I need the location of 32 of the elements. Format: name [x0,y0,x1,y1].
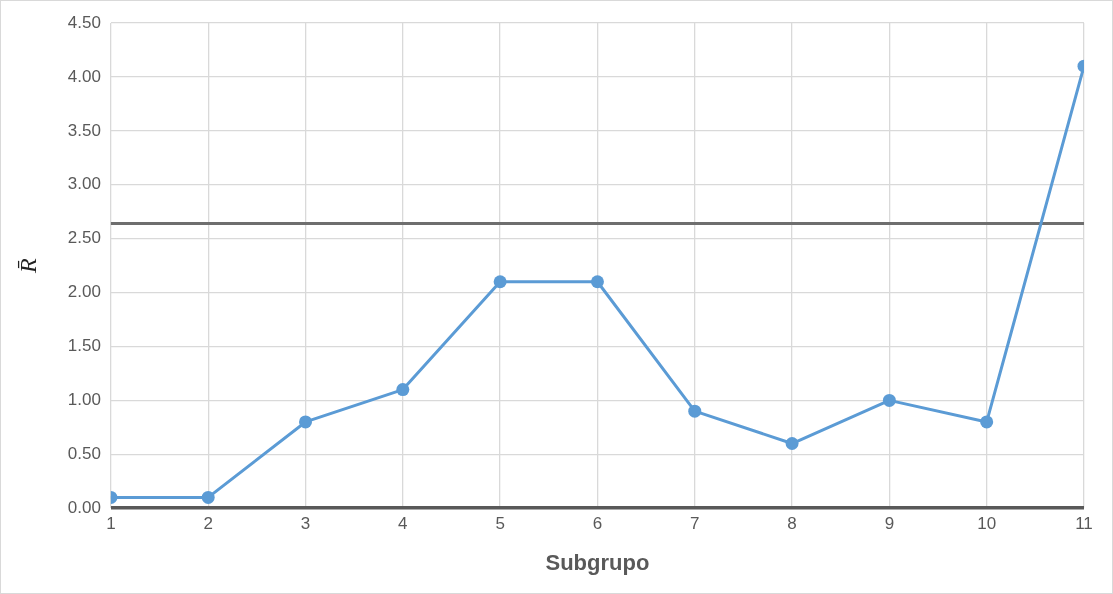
x-tick-label: 10 [977,514,997,534]
x-tick-label: 5 [495,514,505,534]
x-tick-label: 9 [884,514,895,534]
point [299,415,313,429]
y-tick-label: 1.50 [67,336,101,356]
x-tick-label: 1 [106,514,116,534]
x-axis-title: Subgrupo [545,549,650,575]
y-tick-label: 0.50 [67,443,101,463]
point [396,383,410,397]
y-tick-label: 3.50 [67,120,101,140]
y-tick-label: 1.00 [67,390,101,410]
y-tick-label: 0.00 [67,497,101,517]
point [882,393,896,407]
x-tick-label: 7 [690,514,700,534]
x-tick-label: 2 [203,514,213,534]
point [688,404,702,418]
y-tick-label: 3.00 [67,174,101,194]
y-tick-label: 4.00 [67,66,101,86]
x-tick-label: 8 [787,514,797,534]
x-tick-label: 6 [592,514,603,534]
x-tick-label: 11 [1075,514,1093,534]
x-tick-label: 4 [398,514,408,534]
point [590,275,604,289]
y-tick-label: 2.00 [67,282,101,302]
y-tick-label: 4.50 [67,12,101,32]
point [785,437,799,451]
point [493,275,507,289]
point [201,490,215,504]
y-axis-title: R̄ [14,257,41,274]
x-tick-label: 3 [300,514,311,534]
point [980,415,994,429]
y-tick-label: 2.50 [67,228,101,248]
